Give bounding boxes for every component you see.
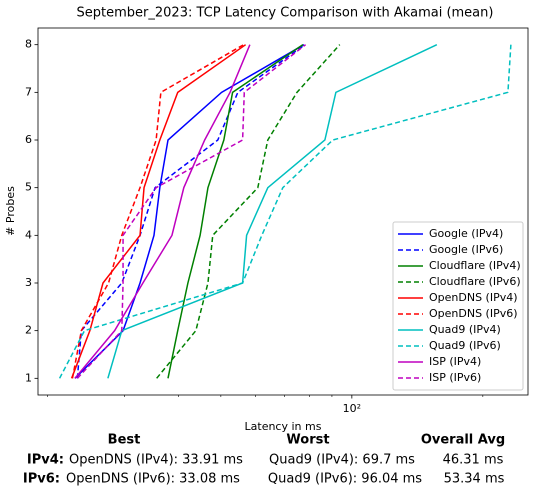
series-line bbox=[70, 44, 247, 379]
legend-label: OpenDNS (IPv6) bbox=[429, 307, 518, 320]
chart-title: September_2023: TCP Latency Comparison w… bbox=[77, 6, 494, 21]
table-cell: OpenDNS (IPv6): 33.08 ms bbox=[66, 472, 240, 487]
series-line bbox=[167, 44, 304, 379]
series-line bbox=[76, 44, 307, 379]
legend-label: Cloudflare (IPv6) bbox=[429, 275, 521, 288]
x-tick-label: 10² bbox=[343, 402, 361, 415]
table-header: Best bbox=[108, 433, 141, 448]
legend-label: OpenDNS (IPv4) bbox=[429, 291, 518, 304]
legend-label: Quad9 (IPv4) bbox=[429, 323, 501, 336]
y-tick-label: 6 bbox=[25, 133, 32, 146]
legend-box bbox=[392, 221, 524, 391]
legend-label: Quad9 (IPv6) bbox=[429, 339, 501, 352]
table-cell: 53.34 ms bbox=[444, 472, 505, 487]
series-line bbox=[76, 44, 306, 379]
y-axis-label: # Probes bbox=[4, 186, 17, 236]
legend-label: ISP (IPv6) bbox=[429, 371, 481, 384]
row-label: IPv4: bbox=[27, 453, 64, 468]
table-cell: 46.31 ms bbox=[443, 453, 504, 468]
series-line bbox=[74, 44, 305, 379]
series-line bbox=[156, 44, 341, 379]
table-cell: Quad9 (IPv4): 69.7 ms bbox=[269, 453, 415, 468]
series-line bbox=[74, 44, 251, 379]
legend-label: ISP (IPv4) bbox=[429, 355, 481, 368]
series-line bbox=[58, 44, 512, 379]
series-line bbox=[71, 44, 244, 379]
y-tick-label: 2 bbox=[25, 324, 32, 337]
plot-frame bbox=[37, 27, 529, 396]
table-cell: OpenDNS (IPv4): 33.91 ms bbox=[69, 453, 243, 468]
legend-label: Google (IPv6) bbox=[429, 243, 503, 256]
legend-label: Google (IPv4) bbox=[429, 227, 503, 240]
series-line bbox=[107, 44, 438, 379]
table-header: Worst bbox=[286, 433, 329, 448]
y-tick-label: 5 bbox=[25, 181, 32, 194]
y-tick-label: 7 bbox=[25, 85, 32, 98]
table-header: Overall Avg bbox=[421, 433, 505, 448]
table-cell: Quad9 (IPv6): 96.04 ms bbox=[268, 472, 422, 487]
legend-label: Cloudflare (IPv4) bbox=[429, 259, 521, 272]
y-tick-label: 3 bbox=[25, 276, 32, 289]
y-tick-label: 4 bbox=[25, 228, 32, 241]
y-tick-label: 8 bbox=[25, 38, 32, 51]
x-axis-label: Latency in ms bbox=[245, 420, 322, 433]
row-label: IPv6: bbox=[23, 472, 60, 487]
y-tick-label: 1 bbox=[25, 371, 32, 384]
